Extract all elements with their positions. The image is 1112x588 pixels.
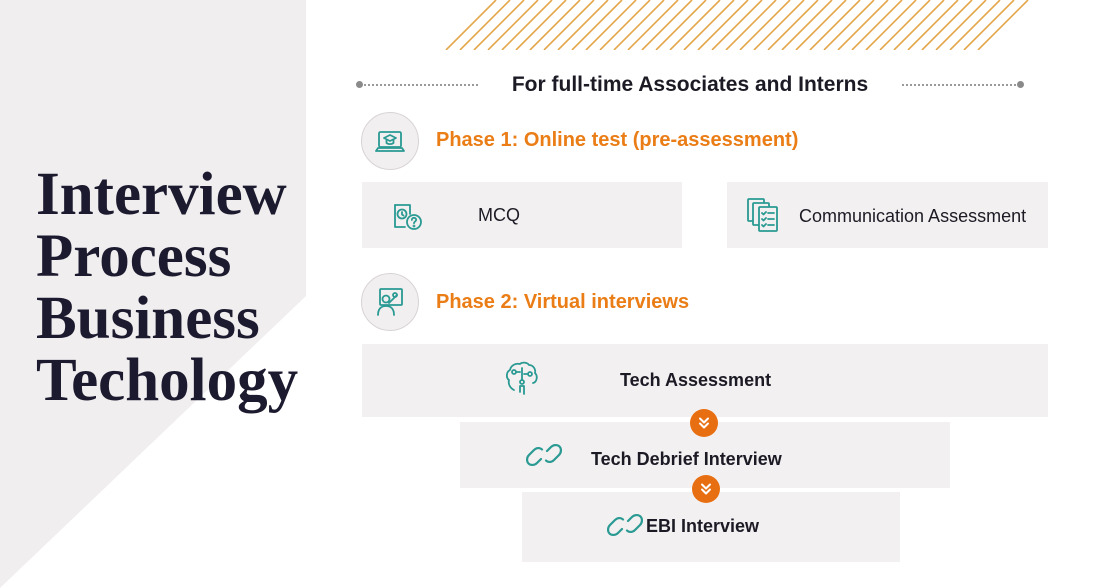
card-label-mcq: MCQ — [478, 205, 520, 225]
card-communication-assessment: Communication Assessment — [727, 182, 1048, 248]
phase-2-title: Phase 2: Virtual interviews — [436, 291, 690, 313]
card-label-communication: Communication Assessment — [799, 206, 1027, 226]
divider-line-left — [364, 84, 478, 86]
card-mcq: MCQ — [362, 182, 682, 248]
card-ebi-interview: EBI Interview — [522, 492, 900, 562]
chevron-double-down-icon — [692, 475, 720, 503]
stopwatch-question-icon — [390, 198, 426, 239]
documents-checklist-icon — [745, 196, 783, 239]
card-label-tech-assessment: Tech Assessment — [620, 370, 772, 390]
laptop-graduation-cap-icon — [361, 112, 419, 170]
chain-link-icon — [525, 440, 563, 475]
chain-link-icon — [606, 510, 644, 545]
card-tech-assessment: Tech Assessment — [362, 344, 1048, 417]
title-line-2: Process — [36, 223, 232, 290]
divider-line-right — [902, 84, 1016, 86]
card-label-ebi-interview: EBI Interview — [646, 516, 760, 536]
title-line-3: Business — [36, 285, 260, 352]
title-line-4: Techology — [36, 347, 299, 414]
card-label-tech-debrief: Tech Debrief Interview — [591, 449, 782, 469]
presenter-screen-icon — [361, 273, 419, 331]
brain-circuit-icon — [500, 358, 544, 403]
title-line-1: Interview — [36, 161, 287, 228]
divider-dot-left — [356, 81, 363, 88]
subtitle-row: For full-time Associates and Interns — [356, 72, 1024, 98]
hatch-decoration — [445, 0, 1029, 50]
subtitle: For full-time Associates and Interns — [511, 73, 869, 96]
divider-dot-right — [1017, 81, 1024, 88]
page-title: Interview Process Business Techology — [36, 164, 298, 412]
phase-1-title: Phase 1: Online test (pre-assessment) — [436, 129, 799, 151]
chevron-double-down-icon — [690, 409, 718, 437]
